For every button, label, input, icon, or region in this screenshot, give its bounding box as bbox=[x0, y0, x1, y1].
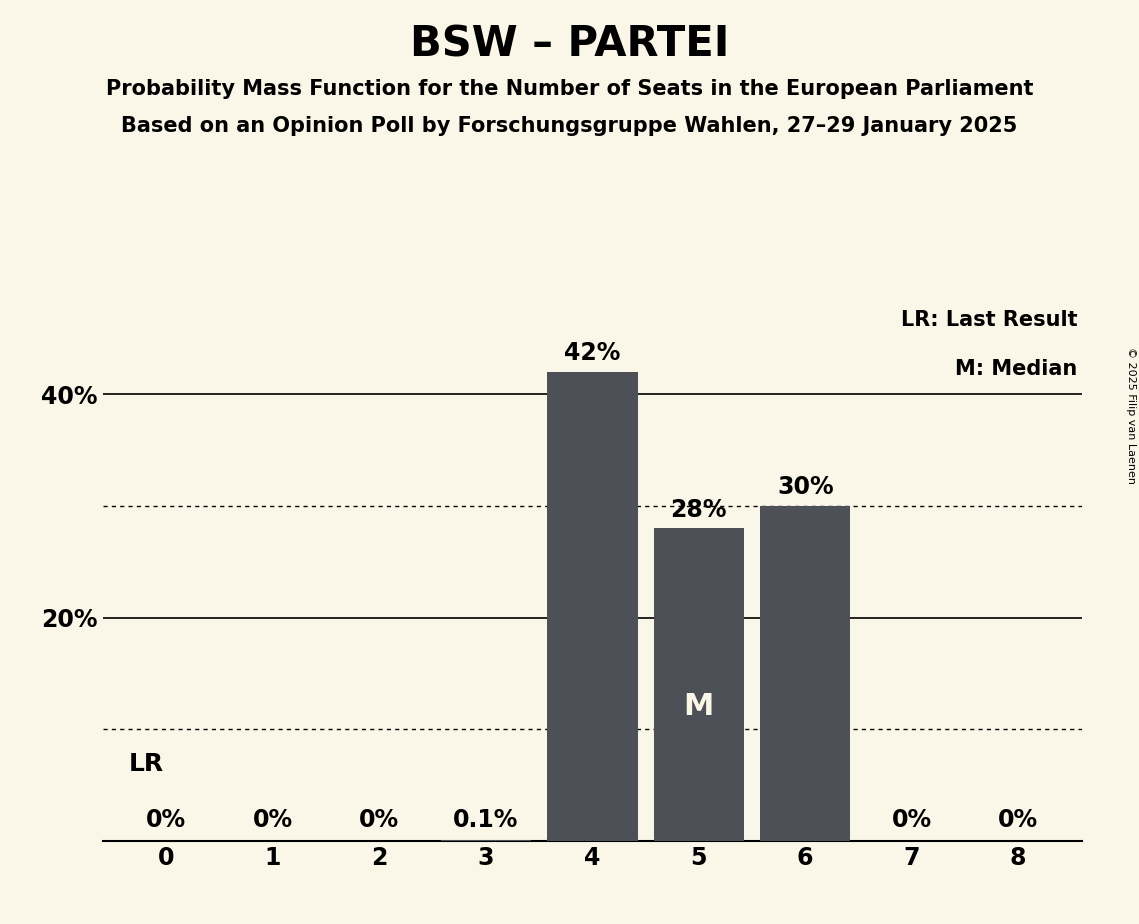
Text: 0%: 0% bbox=[359, 808, 400, 832]
Text: LR: Last Result: LR: Last Result bbox=[901, 310, 1077, 330]
Text: BSW – PARTEI: BSW – PARTEI bbox=[410, 23, 729, 65]
Text: 42%: 42% bbox=[564, 341, 621, 365]
Text: 0%: 0% bbox=[998, 808, 1039, 832]
Bar bbox=[547, 371, 638, 841]
Text: 0%: 0% bbox=[146, 808, 187, 832]
Text: 0%: 0% bbox=[253, 808, 293, 832]
Bar bbox=[654, 529, 744, 841]
Text: © 2025 Filip van Laenen: © 2025 Filip van Laenen bbox=[1126, 347, 1136, 484]
Bar bbox=[441, 840, 531, 841]
Text: Based on an Opinion Poll by Forschungsgruppe Wahlen, 27–29 January 2025: Based on an Opinion Poll by Forschungsgr… bbox=[122, 116, 1017, 136]
Text: 30%: 30% bbox=[777, 475, 834, 499]
Text: Probability Mass Function for the Number of Seats in the European Parliament: Probability Mass Function for the Number… bbox=[106, 79, 1033, 99]
Bar bbox=[760, 506, 851, 841]
Text: 0%: 0% bbox=[892, 808, 932, 832]
Text: M: M bbox=[683, 692, 714, 722]
Text: 28%: 28% bbox=[671, 497, 727, 521]
Text: LR: LR bbox=[129, 752, 164, 776]
Text: M: Median: M: Median bbox=[954, 359, 1077, 379]
Text: 0.1%: 0.1% bbox=[453, 808, 518, 832]
